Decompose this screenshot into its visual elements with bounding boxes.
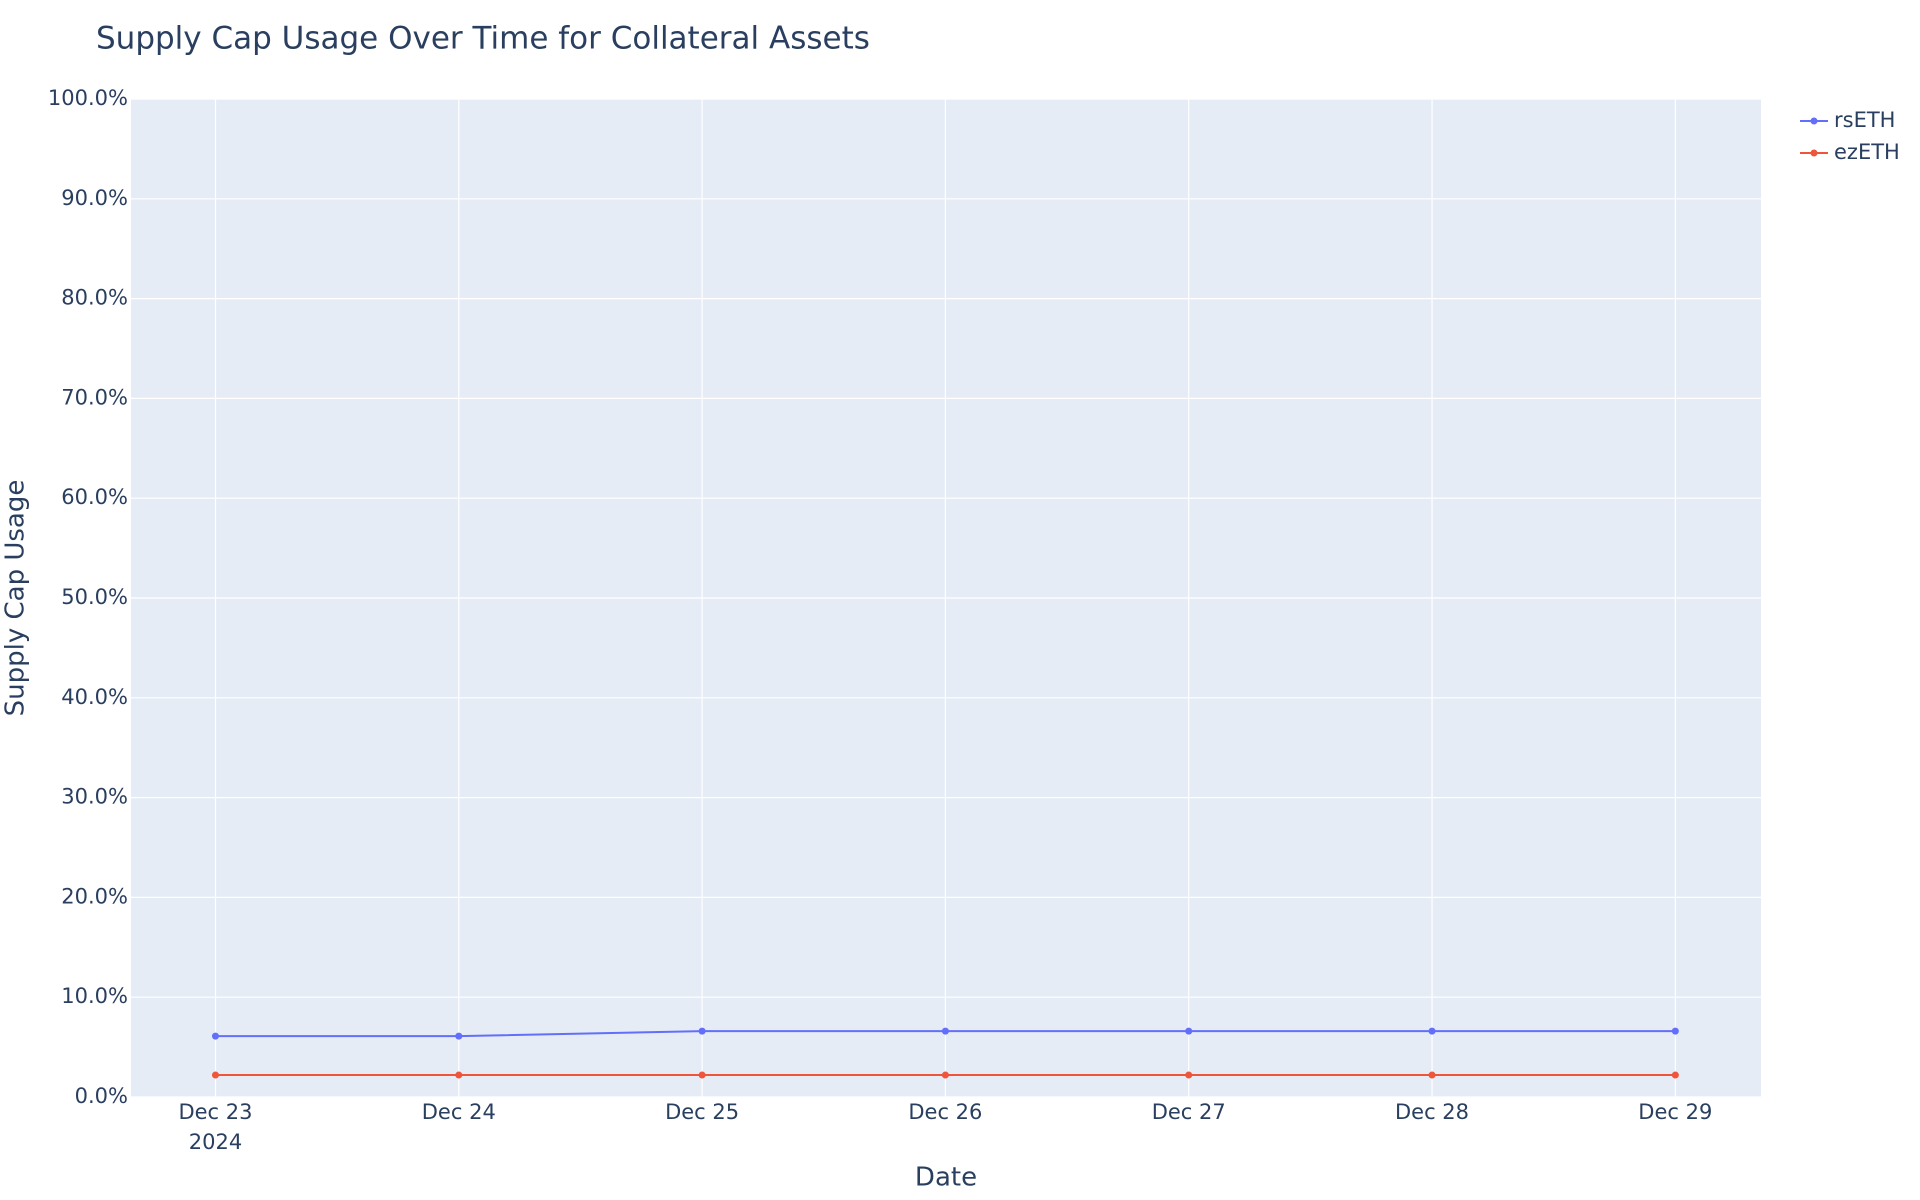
series-marker (1428, 1027, 1436, 1035)
y-tick-label: 20.0% (61, 884, 128, 908)
series-marker (455, 1071, 463, 1079)
y-tick-label: 60.0% (61, 485, 128, 509)
y-tick-label: 30.0% (61, 785, 128, 809)
legend-marker (1810, 149, 1818, 157)
series-marker (1185, 1027, 1193, 1035)
series-marker (1428, 1071, 1436, 1079)
x-tick-label: Dec 27 (1152, 1100, 1226, 1124)
y-tick-label: 90.0% (61, 186, 128, 210)
y-tick-label: 40.0% (61, 685, 128, 709)
x-tick-label: Dec 26 (908, 1100, 982, 1124)
series-marker (1185, 1071, 1193, 1079)
series-marker (941, 1027, 949, 1035)
y-axis-title: Supply Cap Usage (1, 480, 31, 717)
series-marker (698, 1027, 706, 1035)
x-tick-label: Dec 24 (422, 1100, 496, 1124)
y-tick-label: 80.0% (61, 286, 128, 310)
x-tick-year: 2024 (189, 1130, 242, 1154)
y-tick-label: 10.0% (61, 984, 128, 1008)
series-marker (211, 1071, 219, 1079)
x-tick-label: Dec 23 (178, 1100, 252, 1124)
x-tick-label: Dec 25 (665, 1100, 739, 1124)
series-marker (211, 1032, 219, 1040)
series-marker (698, 1071, 706, 1079)
y-tick-label: 70.0% (61, 385, 128, 409)
y-tick-label: 100.0% (48, 86, 128, 110)
x-tick-label: Dec 28 (1395, 1100, 1469, 1124)
legend-label: ezETH (1834, 140, 1900, 164)
series-marker (941, 1071, 949, 1079)
series-marker (1671, 1071, 1679, 1079)
y-tick-label: 0.0% (75, 1084, 128, 1108)
series-marker (455, 1032, 463, 1040)
y-tick-label: 50.0% (61, 585, 128, 609)
chart-title: Supply Cap Usage Over Time for Collatera… (96, 21, 870, 57)
series-marker (1671, 1027, 1679, 1035)
x-tick-label: Dec 29 (1638, 1100, 1712, 1124)
legend-marker (1810, 117, 1818, 125)
legend-label: rsETH (1834, 108, 1895, 132)
x-axis-title: Date (915, 1163, 977, 1193)
